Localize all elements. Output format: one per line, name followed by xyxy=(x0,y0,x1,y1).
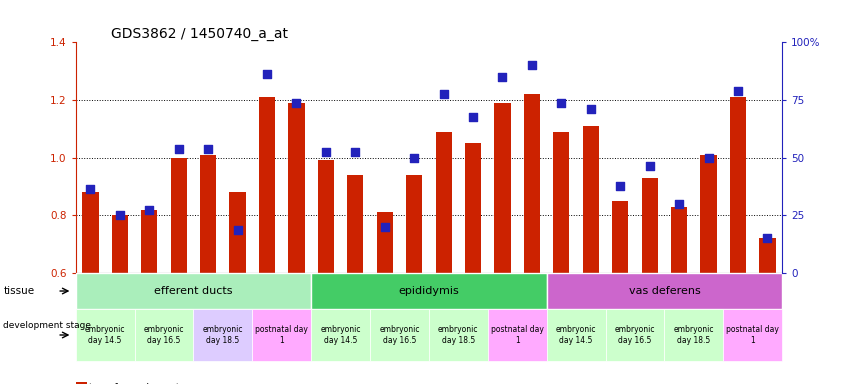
Point xyxy=(378,224,392,230)
Bar xyxy=(377,212,393,273)
Bar xyxy=(76,273,311,309)
Bar xyxy=(288,103,304,273)
Bar xyxy=(193,309,252,361)
Bar xyxy=(606,309,664,361)
Point xyxy=(437,91,451,97)
Text: embryonic
day 16.5: embryonic day 16.5 xyxy=(144,325,184,345)
Bar xyxy=(547,309,606,361)
Bar xyxy=(671,207,687,273)
Bar xyxy=(547,273,782,309)
Point xyxy=(673,201,686,207)
Bar xyxy=(141,210,157,273)
Text: postnatal day
1: postnatal day 1 xyxy=(491,325,543,345)
Bar xyxy=(730,97,746,273)
Text: embryonic
day 16.5: embryonic day 16.5 xyxy=(615,325,655,345)
Text: embryonic
day 18.5: embryonic day 18.5 xyxy=(203,325,243,345)
Bar xyxy=(259,97,275,273)
Text: embryonic
day 18.5: embryonic day 18.5 xyxy=(438,325,479,345)
Text: embryonic
day 18.5: embryonic day 18.5 xyxy=(674,325,714,345)
Point xyxy=(614,184,627,190)
Bar xyxy=(318,161,334,273)
Bar xyxy=(642,178,658,273)
Bar xyxy=(436,132,452,273)
Text: GDS3862 / 1450740_a_at: GDS3862 / 1450740_a_at xyxy=(111,27,288,41)
Text: efferent ducts: efferent ducts xyxy=(154,286,233,296)
Bar xyxy=(347,175,363,273)
Bar xyxy=(701,155,717,273)
Text: embryonic
day 14.5: embryonic day 14.5 xyxy=(556,325,596,345)
Point xyxy=(142,207,156,213)
Text: embryonic
day 14.5: embryonic day 14.5 xyxy=(320,325,361,345)
Bar xyxy=(429,309,488,361)
Bar xyxy=(311,309,370,361)
Point xyxy=(701,154,715,161)
Text: embryonic
day 16.5: embryonic day 16.5 xyxy=(379,325,420,345)
Bar xyxy=(135,309,193,361)
Point xyxy=(202,146,215,152)
Text: embryonic
day 14.5: embryonic day 14.5 xyxy=(85,325,125,345)
Point xyxy=(289,100,303,106)
Point xyxy=(83,186,97,192)
Text: vas deferens: vas deferens xyxy=(628,286,701,296)
Point xyxy=(466,114,479,120)
Bar xyxy=(200,155,216,273)
Point xyxy=(732,88,745,94)
Bar xyxy=(82,192,98,273)
Point xyxy=(525,62,538,68)
Point xyxy=(584,106,597,112)
Point xyxy=(643,163,657,169)
Bar xyxy=(370,309,429,361)
Point xyxy=(348,149,362,155)
Bar xyxy=(465,143,481,273)
Bar xyxy=(759,238,775,273)
Text: tissue: tissue xyxy=(3,286,34,296)
Bar xyxy=(488,309,547,361)
Text: transformed count: transformed count xyxy=(89,383,180,384)
Point xyxy=(172,146,185,152)
Bar xyxy=(524,94,540,273)
Point xyxy=(113,212,126,218)
Bar xyxy=(583,126,599,273)
Text: development stage: development stage xyxy=(3,321,92,330)
Point xyxy=(761,235,775,242)
Point xyxy=(320,149,333,155)
Bar xyxy=(723,309,782,361)
Point xyxy=(496,74,510,80)
Bar xyxy=(230,192,246,273)
Bar xyxy=(495,103,510,273)
Text: postnatal day
1: postnatal day 1 xyxy=(727,325,779,345)
Point xyxy=(555,100,569,106)
Bar xyxy=(612,201,628,273)
Point xyxy=(261,71,274,77)
Point xyxy=(230,227,244,233)
Bar xyxy=(112,215,128,273)
Bar xyxy=(406,175,422,273)
Point xyxy=(407,154,420,161)
Text: epididymis: epididymis xyxy=(399,286,459,296)
Bar xyxy=(76,309,135,361)
Bar xyxy=(171,157,187,273)
Bar xyxy=(664,309,723,361)
Bar xyxy=(252,309,311,361)
Text: postnatal day
1: postnatal day 1 xyxy=(256,325,308,345)
Bar xyxy=(311,273,547,309)
Bar xyxy=(553,132,569,273)
